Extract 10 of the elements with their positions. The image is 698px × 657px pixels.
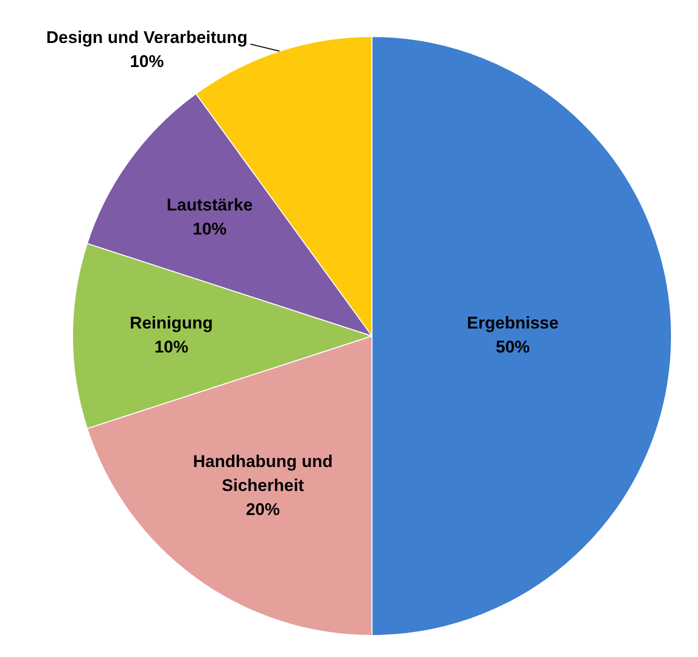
slice-label: Lautstärke: [166, 196, 253, 215]
slice-label: Reinigung: [130, 314, 213, 333]
slice-label: Design und Verarbeitung: [46, 28, 248, 47]
data-label: 10%: [130, 52, 164, 71]
data-label: 10%: [154, 338, 188, 357]
data-label: 50%: [496, 338, 530, 357]
data-label: 20%: [246, 500, 280, 519]
data-label: 10%: [192, 220, 227, 239]
slice-label: Handhabung und Sicherheit: [192, 452, 333, 495]
slice-label: Ergebnisse: [466, 314, 559, 333]
